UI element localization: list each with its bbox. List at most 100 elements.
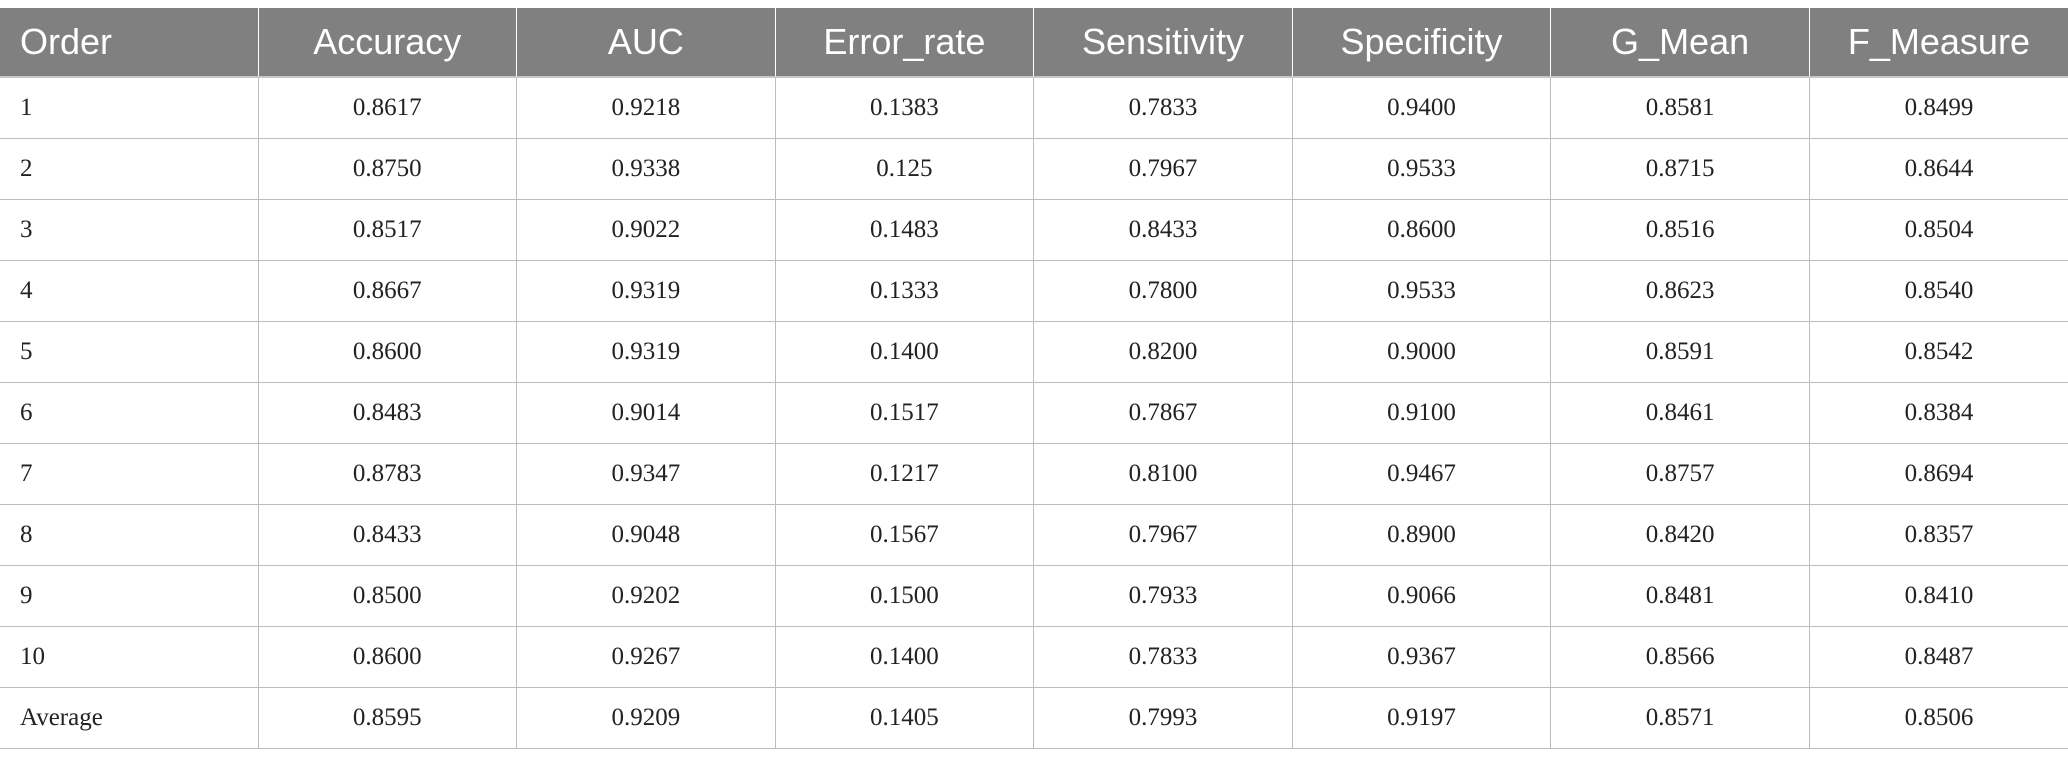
- cell-order: 6: [0, 382, 259, 444]
- cell-g-mean: 0.8757: [1550, 443, 1810, 505]
- cell-specificity: 0.9533: [1291, 138, 1552, 200]
- cell-auc: 0.9202: [516, 565, 776, 627]
- cell-accuracy: 0.8600: [257, 321, 518, 383]
- header-auc: AUC: [516, 8, 776, 78]
- cell-accuracy: 0.8783: [257, 443, 518, 505]
- table-row: 7 0.8783 0.9347 0.1217 0.8100 0.9467 0.8757 0.8…: [0, 443, 2068, 505]
- cell-error-rate: 0.1333: [774, 260, 1035, 322]
- cell-f-measure: 0.8504: [1808, 199, 2068, 261]
- cell-f-measure: 0.8540: [1808, 260, 2068, 322]
- header-error-rate: Error_rate: [774, 8, 1035, 78]
- header-order: Order: [0, 8, 259, 78]
- cell-specificity: 0.8900: [1291, 504, 1552, 566]
- cell-order: 9: [0, 565, 259, 627]
- cell-auc: 0.9048: [516, 504, 776, 566]
- table-row: 10 0.8600 0.9267 0.1400 0.7833 0.9367 0.8566 0.…: [0, 626, 2068, 688]
- cell-order: Average: [0, 687, 259, 749]
- table-row: 9 0.8500 0.9202 0.1500 0.7933 0.9066 0.8481 0.8…: [0, 565, 2068, 627]
- table-row: 2 0.8750 0.9338 0.125 0.7967 0.9533 0.8715 0.86…: [0, 138, 2068, 200]
- results-table-container: Order Accuracy AUC Error_rate Sensitivit…: [0, 8, 2068, 749]
- cell-specificity: 0.8600: [1291, 199, 1552, 261]
- cell-auc: 0.9209: [516, 687, 776, 749]
- cell-error-rate: 0.1400: [774, 321, 1035, 383]
- cell-error-rate: 0.1383: [774, 76, 1035, 139]
- cell-auc: 0.9022: [516, 199, 776, 261]
- cell-error-rate: 0.1217: [774, 443, 1035, 505]
- cell-accuracy: 0.8600: [257, 626, 518, 688]
- cell-order: 5: [0, 321, 259, 383]
- header-specificity: Specificity: [1291, 8, 1552, 78]
- cell-g-mean: 0.8623: [1550, 260, 1810, 322]
- cell-f-measure: 0.8384: [1808, 382, 2068, 444]
- table-row: 4 0.8667 0.9319 0.1333 0.7800 0.9533 0.8623 0.8…: [0, 260, 2068, 322]
- cell-error-rate: 0.1400: [774, 626, 1035, 688]
- cell-auc: 0.9338: [516, 138, 776, 200]
- header-f-measure: F_Measure: [1808, 8, 2068, 78]
- cell-g-mean: 0.8581: [1550, 76, 1810, 139]
- cell-accuracy: 0.8517: [257, 199, 518, 261]
- cell-sensitivity: 0.7993: [1033, 687, 1293, 749]
- table-header: Order Accuracy AUC Error_rate Sensitivit…: [0, 8, 2068, 78]
- cell-order: 8: [0, 504, 259, 566]
- cell-order: 4: [0, 260, 259, 322]
- cell-order: 1: [0, 76, 259, 139]
- cell-auc: 0.9319: [516, 321, 776, 383]
- cell-order: 2: [0, 138, 259, 200]
- cell-auc: 0.9014: [516, 382, 776, 444]
- table-row: 1 0.8617 0.9218 0.1383 0.7833 0.9400 0.8581 0.8…: [0, 76, 2068, 139]
- cell-g-mean: 0.8591: [1550, 321, 1810, 383]
- cell-auc: 0.9319: [516, 260, 776, 322]
- cell-specificity: 0.9367: [1291, 626, 1552, 688]
- table-row: 5 0.8600 0.9319 0.1400 0.8200 0.9000 0.8591 0.8…: [0, 321, 2068, 383]
- cell-accuracy: 0.8750: [257, 138, 518, 200]
- cell-auc: 0.9267: [516, 626, 776, 688]
- cell-error-rate: 0.1483: [774, 199, 1035, 261]
- cell-f-measure: 0.8410: [1808, 565, 2068, 627]
- table-row: Average 0.8595 0.9209 0.1405 0.7993 0.9197 0.8…: [0, 687, 2068, 749]
- cell-specificity: 0.9000: [1291, 321, 1552, 383]
- cell-order: 3: [0, 199, 259, 261]
- cell-sensitivity: 0.7800: [1033, 260, 1293, 322]
- cell-auc: 0.9218: [516, 76, 776, 139]
- cell-specificity: 0.9197: [1291, 687, 1552, 749]
- cell-specificity: 0.9400: [1291, 76, 1552, 139]
- cell-f-measure: 0.8487: [1808, 626, 2068, 688]
- header-sensitivity: Sensitivity: [1033, 8, 1293, 78]
- table-row: 6 0.8483 0.9014 0.1517 0.7867 0.9100 0.8461 0.8…: [0, 382, 2068, 444]
- cell-g-mean: 0.8571: [1550, 687, 1810, 749]
- cell-g-mean: 0.8481: [1550, 565, 1810, 627]
- table-row: 3 0.8517 0.9022 0.1483 0.8433 0.8600 0.8516 0.8…: [0, 199, 2068, 261]
- cell-f-measure: 0.8499: [1808, 76, 2068, 139]
- cell-sensitivity: 0.7933: [1033, 565, 1293, 627]
- cell-f-measure: 0.8694: [1808, 443, 2068, 505]
- cell-specificity: 0.9066: [1291, 565, 1552, 627]
- cell-order: 7: [0, 443, 259, 505]
- cell-f-measure: 0.8357: [1808, 504, 2068, 566]
- cell-g-mean: 0.8715: [1550, 138, 1810, 200]
- header-accuracy: Accuracy: [257, 8, 518, 78]
- cell-accuracy: 0.8617: [257, 76, 518, 139]
- cell-specificity: 0.9100: [1291, 382, 1552, 444]
- header-row: Order Accuracy AUC Error_rate Sensitivit…: [0, 8, 2068, 78]
- cell-accuracy: 0.8500: [257, 565, 518, 627]
- cell-accuracy: 0.8483: [257, 382, 518, 444]
- cell-error-rate: 0.1405: [774, 687, 1035, 749]
- cell-accuracy: 0.8433: [257, 504, 518, 566]
- table-row: 8 0.8433 0.9048 0.1567 0.7967 0.8900 0.8420 0.8…: [0, 504, 2068, 566]
- table-body: 1 0.8617 0.9218 0.1383 0.7833 0.9400 0.8581 0.8…: [0, 76, 2068, 749]
- cell-error-rate: 0.1517: [774, 382, 1035, 444]
- cell-g-mean: 0.8420: [1550, 504, 1810, 566]
- cell-g-mean: 0.8516: [1550, 199, 1810, 261]
- header-g-mean: G_Mean: [1550, 8, 1810, 78]
- cell-specificity: 0.9467: [1291, 443, 1552, 505]
- cell-f-measure: 0.8644: [1808, 138, 2068, 200]
- cell-specificity: 0.9533: [1291, 260, 1552, 322]
- cell-g-mean: 0.8461: [1550, 382, 1810, 444]
- cell-accuracy: 0.8595: [257, 687, 518, 749]
- cell-sensitivity: 0.7867: [1033, 382, 1293, 444]
- cell-sensitivity: 0.7833: [1033, 76, 1293, 139]
- cell-sensitivity: 0.7967: [1033, 138, 1293, 200]
- cell-sensitivity: 0.8433: [1033, 199, 1293, 261]
- cell-error-rate: 0.1567: [774, 504, 1035, 566]
- cell-sensitivity: 0.7967: [1033, 504, 1293, 566]
